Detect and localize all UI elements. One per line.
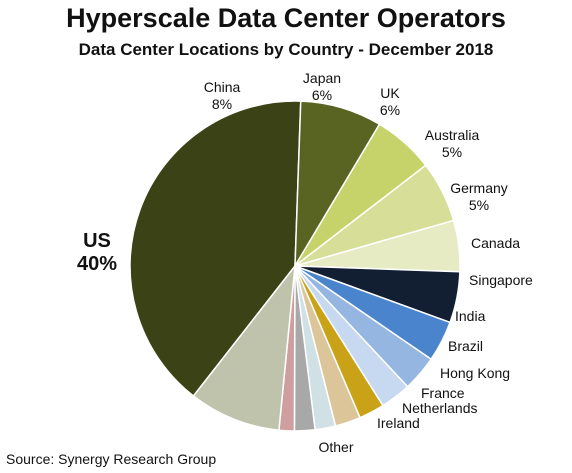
slice-label-other: Other	[318, 439, 353, 455]
slice-label-us: US	[83, 230, 111, 252]
slice-label-australia: Australia	[425, 127, 480, 143]
source-note: Source: Synergy Research Group	[6, 451, 217, 467]
slice-label-netherlands: Netherlands	[402, 400, 478, 416]
slice-value-us: 40%	[77, 253, 117, 275]
slice-label-singapore: Singapore	[469, 272, 533, 288]
slice-value-japan: 6%	[312, 87, 332, 103]
chart-subtitle: Data Center Locations by Country - Decem…	[78, 40, 494, 59]
slice-value-germany: 5%	[469, 197, 489, 213]
slice-label-hong-kong: Hong Kong	[440, 365, 510, 381]
slice-value-uk: 6%	[380, 102, 400, 118]
pie-slice-us	[129, 100, 302, 398]
slice-label-ireland: Ireland	[377, 415, 420, 431]
slice-value-australia: 5%	[442, 144, 462, 160]
slice-label-germany: Germany	[450, 180, 508, 196]
slice-label-canada: Canada	[471, 235, 520, 251]
slice-label-brazil: Brazil	[448, 338, 483, 354]
slice-label-uk: UK	[380, 85, 400, 101]
slice-label-india: India	[455, 308, 486, 324]
slice-label-china: China	[204, 79, 241, 95]
chart-title: Hyperscale Data Center Operators	[66, 3, 506, 33]
slice-value-china: 8%	[212, 96, 232, 112]
pie-slice-other	[192, 263, 296, 432]
slice-label-france: France	[421, 385, 465, 401]
slice-label-japan: Japan	[303, 70, 341, 86]
